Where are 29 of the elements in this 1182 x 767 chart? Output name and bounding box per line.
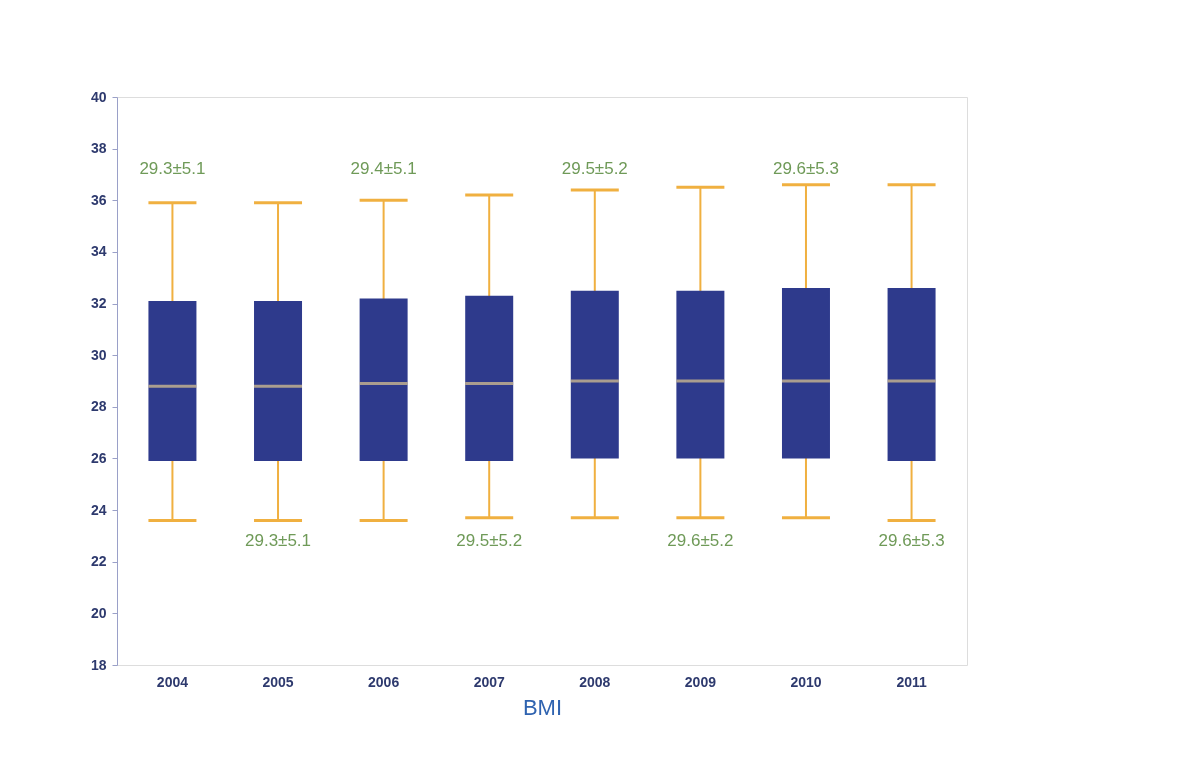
x-tick-label: 2004 [156,673,189,690]
y-tick-label: 24 [90,501,107,518]
annotation: 29.4±5.1 [350,159,417,178]
x-tick-label: 2005 [262,673,294,690]
y-tick-label: 26 [90,449,107,466]
y-tick-label: 34 [90,243,107,260]
annotation: 29.5±5.2 [561,159,628,178]
annotation: 29.3±5.1 [139,159,206,178]
x-tick-label: 2010 [790,673,822,690]
annotation: 29.6±5.3 [772,159,840,178]
x-tick-label: 2006 [368,673,400,690]
y-tick-label: 18 [90,656,107,673]
y-tick-label: 40 [90,88,107,105]
annotation: 29.6±5.3 [878,531,945,550]
x-tick-label: 2008 [579,673,611,690]
x-axis-title: BMI [522,694,563,720]
y-tick-label: 22 [90,553,107,570]
x-tick-label: 2011 [896,673,927,690]
x-tick-label: 2007 [473,673,505,690]
y-tick-label: 36 [90,191,107,208]
annotation: 29.6±5.2 [667,531,734,550]
y-tick-label: 28 [90,398,107,415]
y-tick-label: 30 [90,346,107,363]
annotation: 29.5±5.2 [456,531,523,550]
y-tick-label: 20 [90,604,107,621]
annotation: 29.3±5.1 [244,531,312,550]
x-tick-label: 2009 [684,673,717,690]
y-tick-label: 38 [90,140,107,157]
y-tick-label: 32 [90,295,107,312]
